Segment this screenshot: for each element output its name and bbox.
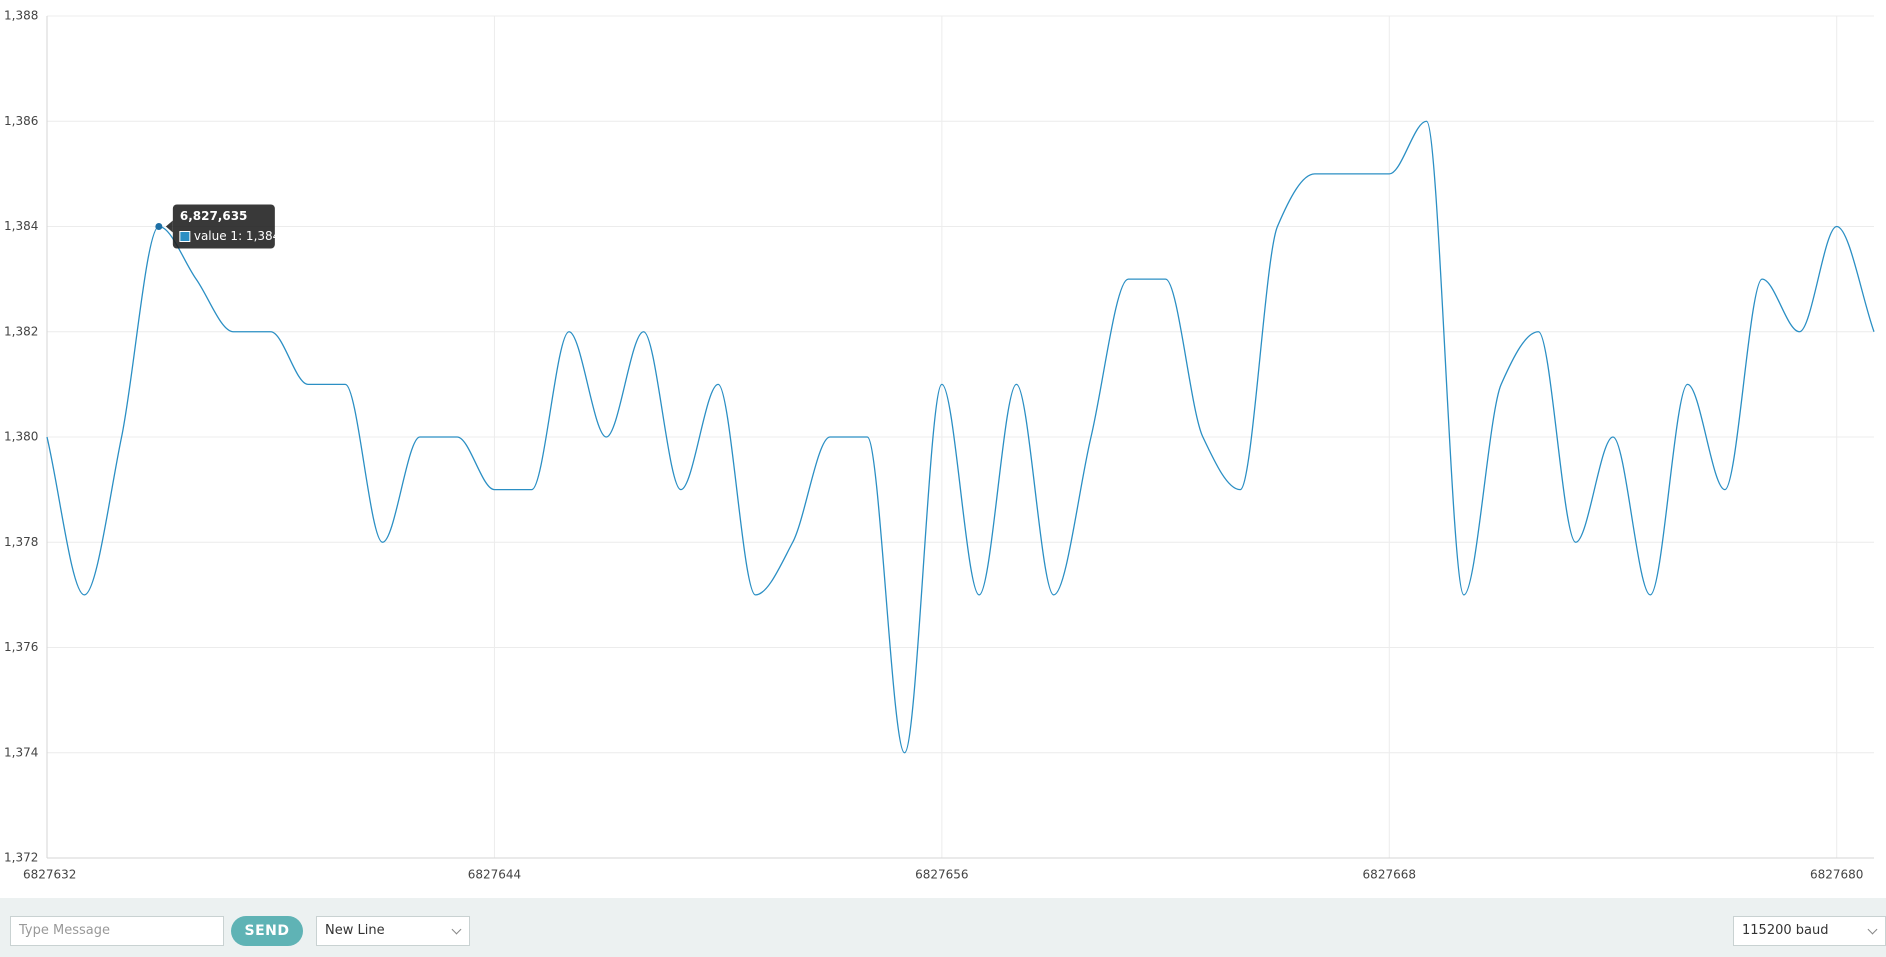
message-input[interactable]: Type Message	[10, 916, 224, 946]
y-tick-label: 1,378	[4, 535, 38, 549]
x-tick-label: 6827680	[1810, 868, 1863, 882]
series-line	[46, 120, 1875, 754]
y-tick-label: 1,382	[4, 324, 38, 338]
y-tick-label: 1,388	[4, 9, 38, 23]
send-button[interactable]: SEND	[231, 916, 303, 946]
x-tick-label: 6827656	[915, 868, 968, 882]
y-tick-label: 1,380	[4, 430, 38, 444]
tooltip: 6,827,635 value 1: 1,384	[165, 204, 280, 249]
tooltip-title: 6,827,635	[180, 209, 248, 223]
baud-text: 115200 baud	[1742, 923, 1829, 938]
x-tick-label: 6827644	[468, 868, 521, 882]
y-tick-label: 1,384	[4, 219, 38, 233]
y-tick-label: 1,372	[4, 851, 38, 865]
tooltip-swatch	[179, 231, 191, 242]
line-ending-select[interactable]: New Line	[316, 916, 470, 946]
control-bar: Type Message SEND New Line 115200 baud	[0, 898, 1886, 957]
plot: 1,372 1,374 1,376 1,378 1,380 1,382 1,384 1,386…	[4, 9, 1875, 882]
y-tick-label: 1,374	[4, 745, 38, 759]
tooltip-label: value 1: 1,384	[194, 229, 280, 243]
tooltip-arrow	[165, 220, 173, 233]
line-ending-text: New Line	[325, 923, 385, 938]
x-tick-label: 6827668	[1363, 868, 1416, 882]
baud-select[interactable]: 115200 baud	[1733, 916, 1886, 946]
y-tick-label: 1,386	[4, 114, 38, 128]
x-tick-label: 6827632	[23, 868, 76, 882]
y-tick-label: 1,376	[4, 640, 38, 654]
hover-point	[155, 223, 163, 230]
tooltip-box	[172, 204, 275, 249]
